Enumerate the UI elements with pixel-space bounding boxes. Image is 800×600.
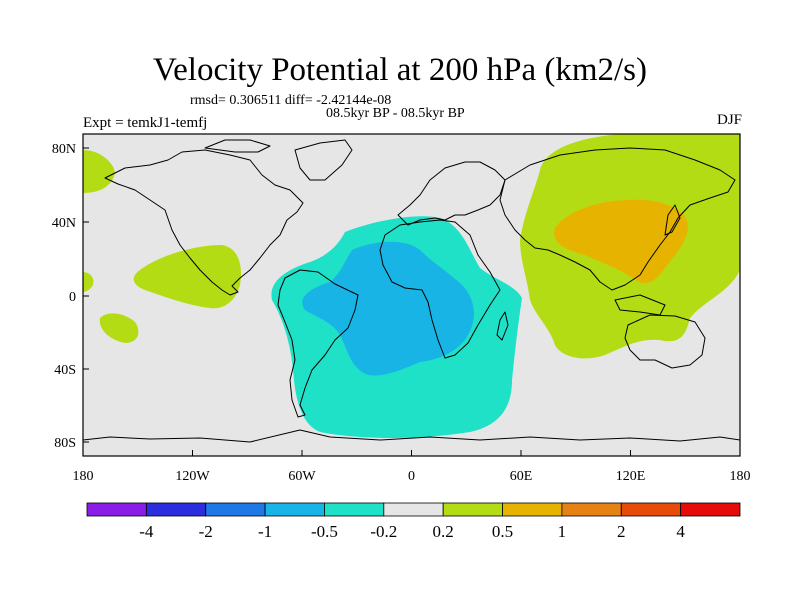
y-tick-label: 0 [69, 290, 76, 305]
contour-fill-yellow-green-pacific [133, 245, 242, 309]
colorbar-label: 0.2 [433, 522, 454, 541]
x-tick-label: 60W [288, 469, 316, 484]
colorbar-label: -4 [139, 522, 154, 541]
colorbar-box [264, 502, 325, 517]
x-axis-labels: 180 120W 60W 0 60E 120E 180 [73, 469, 751, 484]
colorbar-label: -1 [258, 522, 272, 541]
map-plot-area [82, 133, 741, 457]
y-tick-label: 40N [52, 216, 76, 231]
colorbar-label: 0.5 [492, 522, 513, 541]
y-axis-ticks [83, 147, 89, 443]
contour-fill-orange [554, 199, 689, 284]
coastline-australia [624, 314, 706, 369]
colorbar-box [680, 502, 741, 517]
colorbar-box [324, 502, 385, 517]
colorbar-box [442, 502, 503, 517]
coastline-arctic-islands [204, 139, 271, 153]
coastline-greenland [294, 139, 353, 181]
colorbar-label: 2 [617, 522, 626, 541]
colorbar-label: 4 [676, 522, 685, 541]
x-axis-ticks [82, 450, 741, 456]
colorbar-box [145, 502, 207, 517]
coastline-south-america [277, 269, 359, 418]
colorbar-label: -0.5 [311, 522, 338, 541]
contour-fill-yellow-green-small [99, 313, 139, 343]
contour-fill-yellow-green-west-edge-1 [83, 150, 115, 193]
x-tick-label: 120W [175, 469, 210, 484]
period-text: 08.5kyr BP - 08.5kyr BP [326, 106, 465, 121]
contour-fills [83, 134, 740, 438]
colorbar-box [561, 502, 622, 517]
season-label: DJF [716, 112, 742, 128]
coastline-asia [499, 147, 736, 291]
colorbar-box [205, 502, 266, 517]
colorbar-label: 1 [558, 522, 567, 541]
x-tick-label: 180 [73, 469, 94, 484]
coastline-europe [397, 161, 506, 226]
x-tick-label: 120E [616, 469, 646, 484]
contour-fill-light-blue [302, 241, 474, 376]
y-tick-label: 80S [54, 436, 76, 451]
colorbar [86, 502, 741, 517]
colorbar-label: -0.2 [370, 522, 397, 541]
coastline-japan [664, 204, 681, 236]
x-tick-label: 60E [510, 469, 533, 484]
contour-fill-yellow-green-west-edge-2 [83, 272, 94, 292]
colorbar-box [86, 502, 147, 517]
coastline-africa [379, 219, 501, 359]
coastline-antarctica [83, 429, 740, 443]
colorbar-labels: -4 -2 -1 -0.5 -0.2 0.2 0.5 1 2 4 [139, 522, 685, 541]
y-tick-label: 80N [52, 142, 76, 157]
y-tick-label: 40S [54, 363, 76, 378]
coastlines [83, 139, 740, 443]
x-tick-label: 0 [408, 469, 415, 484]
colorbar-box [620, 502, 682, 517]
experiment-label: Expt = temkJ1-temfj [83, 115, 208, 131]
x-tick-label: 180 [730, 469, 751, 484]
coastline-madagascar [496, 311, 509, 341]
colorbar-box [502, 502, 563, 517]
colorbar-box [383, 502, 444, 517]
map-title: Velocity Potential at 200 hPa (km2/s) [152, 52, 648, 88]
colorbar-label: -2 [199, 522, 213, 541]
coastline-north-america [104, 149, 304, 296]
y-axis-labels: 80N 40N 0 40S 80S [52, 142, 76, 451]
stats-text: rmsd= 0.306511 diff= -2.42144e-08 [190, 93, 392, 108]
